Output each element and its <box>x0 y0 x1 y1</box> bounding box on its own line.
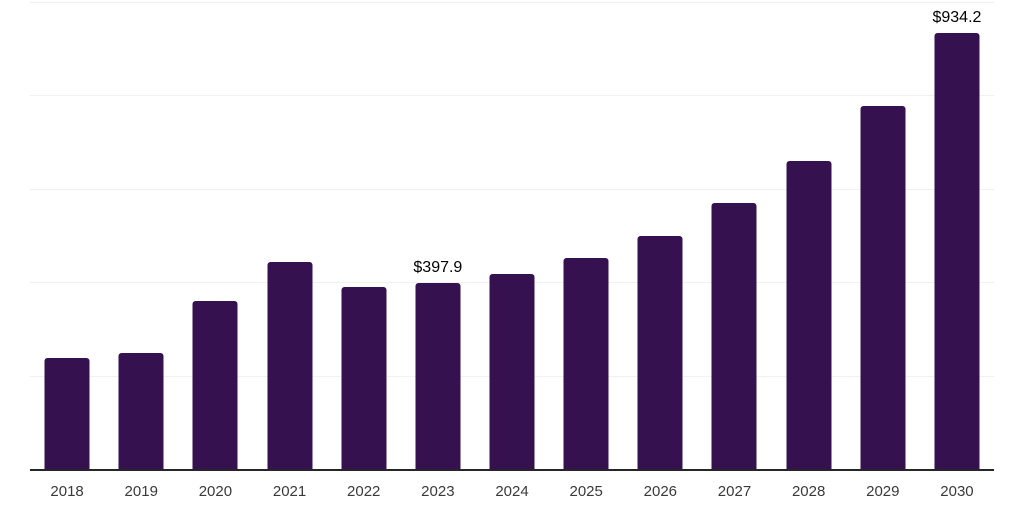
x-tick-label: 2027 <box>717 483 752 500</box>
bar <box>267 262 313 469</box>
x-tick-label: 2022 <box>347 483 381 500</box>
bar-group <box>549 2 623 469</box>
bar-group <box>178 2 252 469</box>
x-tick-label: 2019 <box>124 483 158 500</box>
bars-area: $397.9 $934.2 <box>30 2 994 469</box>
bar <box>860 106 906 469</box>
bar <box>118 353 164 469</box>
bar-group <box>252 2 326 469</box>
bar-value-label: $934.2 <box>932 8 982 26</box>
bar-group <box>772 2 846 469</box>
plot-area: $397.9 $934.2 <box>30 0 994 471</box>
bar-group <box>475 2 549 469</box>
x-tick-label: 2024 <box>495 483 529 500</box>
bar <box>489 273 535 469</box>
bar <box>415 283 461 469</box>
bar <box>637 236 683 469</box>
gridline <box>30 2 994 3</box>
gridline <box>30 95 994 97</box>
x-tick-label: 2026 <box>643 483 678 500</box>
bar <box>934 32 980 469</box>
x-tick-label: 2021 <box>272 483 307 500</box>
bar-group <box>697 2 771 469</box>
bar-group <box>846 2 920 469</box>
bar-group <box>623 2 697 469</box>
x-tick-label: 2030 <box>940 483 974 500</box>
bar <box>563 257 609 469</box>
bar-group <box>104 2 178 469</box>
bar-group <box>30 2 104 469</box>
bar-group <box>327 2 401 469</box>
bar-value-label: $397.9 <box>413 259 463 277</box>
gridline <box>30 188 994 190</box>
bar <box>711 202 757 469</box>
bar <box>786 160 832 469</box>
bar-group: $397.9 <box>401 2 475 469</box>
x-tick-label: 2018 <box>50 483 84 500</box>
x-axis-line <box>30 469 994 471</box>
x-tick-label: 2020 <box>198 483 233 500</box>
bars-container: $397.9 $934.2 <box>30 2 994 469</box>
x-tick-label: 2023 <box>421 483 455 500</box>
bar-group: $934.2 <box>920 2 994 469</box>
bar <box>44 357 90 469</box>
bar <box>341 286 387 469</box>
bar <box>192 300 238 469</box>
x-tick-label: 2029 <box>866 483 900 500</box>
x-axis-labels: 2018 2019 2020 2021 2022 2023 2024 2025 2026 2027… <box>30 483 994 501</box>
x-tick-label: 2025 <box>569 483 603 500</box>
x-tick-label: 2028 <box>791 483 826 500</box>
